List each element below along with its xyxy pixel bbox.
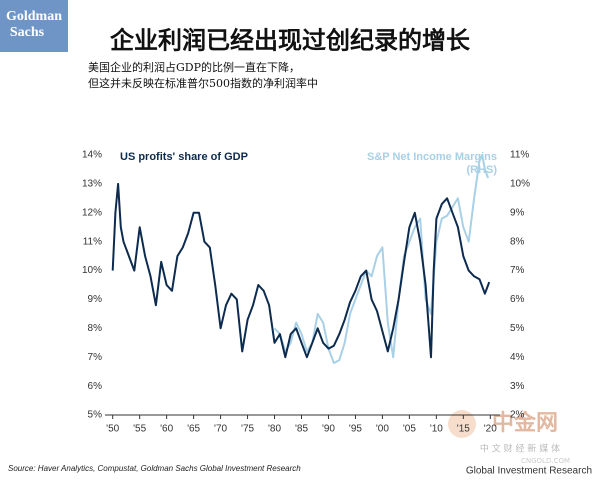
- x-tick-label: '90: [322, 424, 335, 435]
- y2-tick-label: 11%: [510, 150, 529, 161]
- y-tick-label: 12%: [82, 207, 102, 218]
- y-tick-label: 10%: [82, 265, 102, 276]
- series-label: (RHS): [466, 164, 497, 176]
- x-tick-label: '20: [484, 424, 497, 435]
- watermark: 中 文 财 经 新 媒 体: [480, 443, 560, 455]
- watermark: CNGOLD.COM: [521, 457, 570, 465]
- subtitle: 美国企业的利润占GDP的比例一直在下降，: [88, 60, 300, 74]
- logo-text: Sachs: [10, 25, 45, 40]
- series-line: [111, 182, 491, 359]
- x-tick-label: '85: [295, 424, 308, 435]
- y2-tick-label: 3%: [510, 381, 525, 392]
- y-tick-label: 14%: [82, 150, 102, 161]
- series-label: S&P Net Income Margins: [367, 151, 497, 163]
- y-tick-label: 6%: [88, 381, 103, 392]
- y2-tick-label: 6%: [510, 294, 525, 305]
- y2-tick-label: 4%: [510, 352, 525, 363]
- source: Source: Haver Analytics, Compustat, Gold…: [8, 464, 301, 473]
- watermark-icon: [448, 410, 476, 438]
- x-tick-label: '10: [430, 424, 443, 435]
- x-tick-label: '50: [106, 424, 119, 435]
- x-tick-label: '60: [160, 424, 173, 435]
- x-tick-label: '15: [457, 424, 470, 435]
- series-label: US profits' share of GDP: [120, 151, 248, 163]
- x-tick-label: '55: [133, 424, 146, 435]
- y-tick-label: 11%: [83, 236, 102, 247]
- subtitle: 但这并未反映在标准普尔500指数的净利润率中: [88, 76, 318, 90]
- logo-box: [0, 0, 68, 52]
- y-tick-label: 5%: [88, 410, 103, 421]
- y2-tick-label: 7%: [510, 265, 525, 276]
- logo-text: Goldman: [6, 9, 62, 24]
- y2-tick-label: 2%: [510, 410, 525, 421]
- y-tick-label: 8%: [88, 323, 103, 334]
- x-tick-label: '70: [214, 424, 227, 435]
- watermark: Global Investment Research: [466, 466, 592, 477]
- y-tick-label: 7%: [88, 352, 103, 363]
- series-line: [273, 154, 490, 364]
- chart-title: 企业利润已经出现过创纪录的增长: [110, 26, 471, 55]
- x-tick-label: '95: [349, 424, 362, 435]
- watermark: 中金网: [492, 410, 558, 436]
- y2-tick-label: 8%: [510, 236, 525, 247]
- y-tick-label: 9%: [88, 294, 103, 305]
- y2-tick-label: 5%: [510, 323, 525, 334]
- y2-tick-label: 9%: [510, 207, 525, 218]
- x-tick-label: '75: [241, 424, 254, 435]
- y-tick-label: 13%: [82, 179, 102, 190]
- x-tick-label: '65: [187, 424, 200, 435]
- x-tick-label: '05: [403, 424, 416, 435]
- y2-tick-label: 10%: [510, 179, 530, 190]
- x-tick-label: '80: [268, 424, 281, 435]
- x-tick-label: '00: [376, 424, 389, 435]
